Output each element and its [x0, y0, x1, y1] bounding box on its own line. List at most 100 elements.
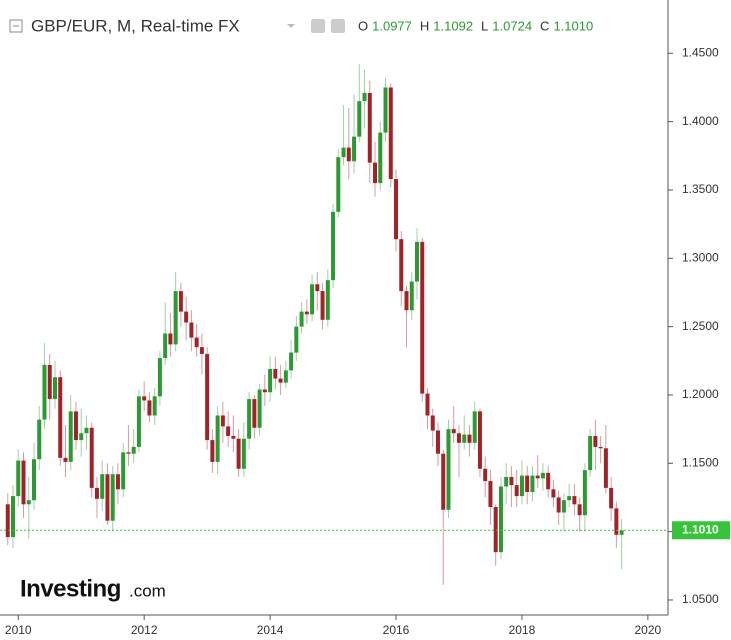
ohlc-value: 1.0724 — [492, 18, 532, 33]
candle-body — [352, 136, 357, 162]
ohlc-key: O — [358, 18, 368, 33]
candle-body — [283, 370, 288, 383]
dropdown-arrow[interactable] — [287, 24, 295, 28]
candle-body — [278, 378, 283, 383]
y-tick-label: 1.2500 — [682, 319, 719, 333]
settings-icon[interactable] — [331, 19, 345, 33]
candle-body — [247, 399, 252, 439]
candle-body — [394, 179, 399, 240]
candle-body — [404, 291, 409, 311]
candle-body — [184, 311, 189, 323]
candle-body — [257, 389, 262, 428]
candle-body — [157, 358, 162, 397]
candle-body — [68, 411, 73, 462]
candle-body — [504, 476, 509, 487]
candle-body — [383, 87, 388, 133]
candle-body — [378, 132, 383, 184]
candle-body — [226, 426, 231, 436]
ohlc-key: L — [481, 18, 488, 33]
candle-body — [320, 291, 325, 320]
candle-body — [519, 475, 524, 497]
candle-body — [79, 433, 84, 441]
y-tick-label: 1.3000 — [682, 250, 719, 264]
y-tick-label: 1.4000 — [682, 114, 719, 128]
candle-body — [493, 507, 498, 553]
candle-body — [415, 241, 420, 282]
candle-body — [561, 500, 566, 513]
candle-body — [582, 470, 587, 516]
candle-body — [268, 369, 273, 393]
candle-body — [199, 347, 204, 354]
candle-body — [47, 364, 52, 400]
candle-body — [572, 496, 577, 505]
candle-body — [105, 474, 110, 521]
candle-body — [189, 322, 194, 338]
candle-body — [31, 459, 36, 501]
candle-body — [220, 415, 225, 427]
candle-body — [121, 452, 126, 490]
candle-body — [346, 147, 351, 162]
candle-body — [147, 400, 152, 416]
last-price-label: 1.1010 — [682, 522, 719, 536]
candle-body — [477, 411, 482, 469]
candle-body — [5, 504, 10, 538]
candle-body — [514, 485, 519, 497]
candle-body — [236, 438, 241, 469]
candle-body — [420, 241, 425, 394]
candle-body — [231, 435, 236, 439]
candle-body — [205, 353, 210, 441]
candle-body — [598, 446, 603, 449]
candle-body — [52, 377, 57, 400]
candle-body — [409, 281, 414, 311]
candle-body — [299, 311, 304, 327]
collapse-icon[interactable] — [9, 19, 23, 33]
candle-body — [367, 92, 372, 163]
candle-body — [388, 87, 393, 180]
candle-body — [26, 500, 31, 505]
candle-body — [194, 337, 199, 348]
candle-body — [535, 475, 540, 479]
candle-body — [126, 452, 131, 454]
candle-body — [483, 468, 488, 482]
candle-body — [446, 429, 451, 510]
candle-body — [325, 280, 330, 320]
candle-body — [241, 438, 246, 469]
y-tick-label: 1.4500 — [682, 45, 719, 59]
candle-body — [593, 435, 598, 447]
candle-body — [168, 333, 173, 345]
candle-body — [42, 364, 47, 420]
candle-body — [304, 311, 309, 315]
candle-body — [341, 147, 346, 158]
candle-body — [262, 389, 267, 393]
x-tick-label: 2020 — [635, 623, 662, 637]
candle-body — [588, 435, 593, 471]
candle-body — [289, 352, 294, 371]
x-tick-label: 2014 — [257, 623, 284, 637]
candle-body — [100, 474, 105, 499]
candle-body — [136, 396, 141, 447]
candle-body — [173, 291, 178, 345]
candle-body — [362, 92, 367, 102]
candle-body — [294, 326, 299, 353]
candle-body — [73, 411, 78, 441]
candle-body — [540, 472, 545, 479]
candle-body — [546, 472, 551, 490]
candle-body — [37, 419, 42, 460]
x-tick-label: 2012 — [131, 623, 158, 637]
y-tick-label: 1.1500 — [682, 455, 719, 469]
y-tick-label: 1.3500 — [682, 182, 719, 196]
ohlc-value: 1.1010 — [553, 18, 593, 33]
x-tick-label: 2018 — [509, 623, 536, 637]
x-tick-label: 2010 — [5, 623, 32, 637]
candle-body — [16, 460, 21, 497]
candle-body — [63, 457, 68, 462]
candle-body — [215, 415, 220, 462]
eye-icon[interactable] — [311, 19, 325, 33]
symbol-title: GBP/EUR, M, Real-time FX — [31, 16, 240, 35]
candle-body — [435, 430, 440, 454]
candle-body — [619, 530, 624, 535]
candle-body — [551, 489, 556, 498]
logo-brand: Investing — [20, 575, 121, 602]
candle-body — [336, 157, 341, 212]
candle-body — [58, 377, 63, 458]
